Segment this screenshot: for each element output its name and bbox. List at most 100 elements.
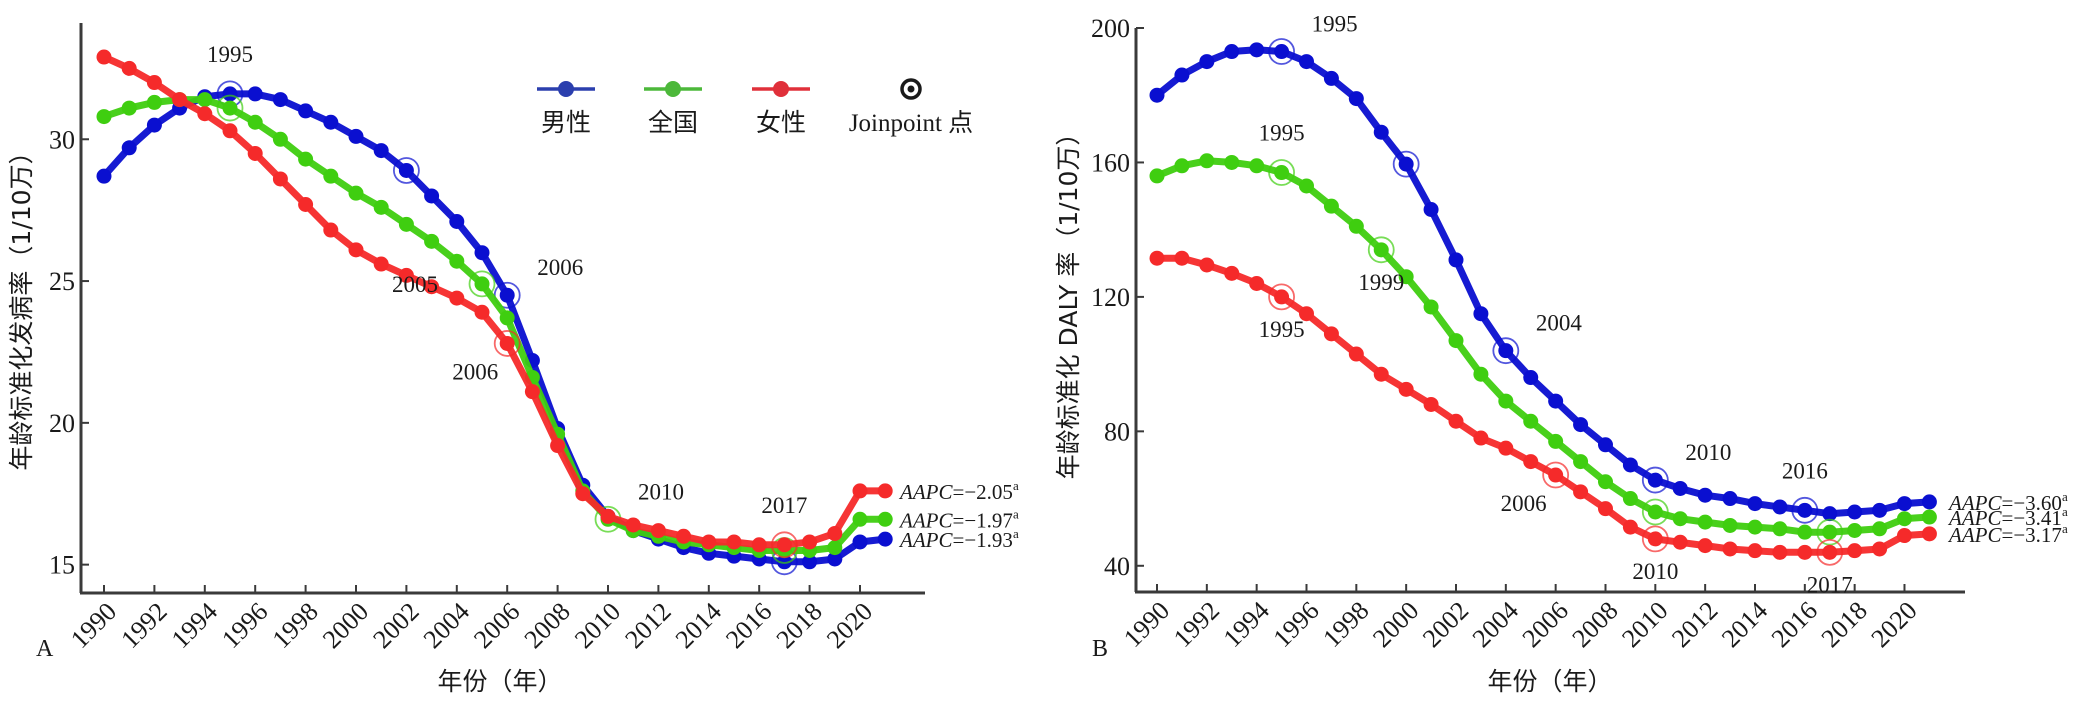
data-point-national	[1622, 491, 1638, 507]
data-point-male	[1199, 54, 1215, 70]
data-point-female	[1822, 544, 1838, 560]
x-tick-label: 2010	[1616, 596, 1673, 653]
legend-item-male: 男性	[537, 81, 595, 137]
joinpoint-ring-national	[1268, 159, 1295, 186]
x-tick-label: 2012	[1666, 596, 1723, 653]
joinpoint-year-label: 1999	[1358, 270, 1404, 295]
data-point-male	[1473, 306, 1489, 322]
data-point-male	[1921, 494, 1937, 510]
joinpoint-ring-national	[468, 270, 496, 298]
joinpoint-ring-female	[1641, 525, 1669, 553]
x-tick-label: 1990	[1118, 596, 1175, 653]
data-point-national	[449, 253, 465, 269]
joinpoint-year-label: 2010	[1685, 440, 1731, 465]
aapc-prefix: AAPC	[1947, 523, 2002, 547]
data-point-female	[1274, 289, 1290, 305]
data-point-female	[1697, 538, 1713, 554]
joinpoint-ring-national	[216, 94, 244, 122]
y-tick-label: 25	[49, 267, 75, 296]
y-tick-label: 20	[49, 409, 75, 438]
data-point-national	[499, 310, 515, 326]
x-tick-label: 2000	[317, 597, 374, 654]
y-tick-label: 30	[49, 125, 75, 154]
data-point-national	[1348, 218, 1364, 234]
data-point-male	[272, 92, 288, 108]
data-point-male	[1274, 44, 1290, 60]
joinpoint-year-label: 2005	[392, 272, 438, 297]
data-point-female	[474, 304, 490, 320]
data-point-male	[348, 128, 364, 144]
data-point-national	[1498, 393, 1514, 409]
joinpoint-year-label: 1995	[1259, 121, 1305, 146]
panel-b-annotations: 1995 1995 1995 1999 2004 2006 2010 2010 2016 2017	[1259, 12, 1853, 598]
data-point-female	[1622, 519, 1638, 535]
data-point-national	[1548, 433, 1564, 449]
data-point-female	[575, 486, 591, 502]
data-point-national	[1199, 153, 1215, 169]
x-tick-label: 1996	[1267, 596, 1324, 653]
joinpoint-ring-female	[771, 531, 798, 559]
panel-b-x-axis-title: 年份（年）	[1487, 667, 1612, 696]
joinpoint-year-label: 2016	[1782, 458, 1828, 483]
x-tick-label: 1994	[1218, 596, 1275, 653]
aapc-label-male: AAPC=−1.93a	[898, 526, 1019, 552]
data-point-female	[877, 483, 893, 499]
data-point-national	[1847, 522, 1863, 538]
data-point-female	[348, 242, 364, 258]
panel-b-x-ticks: 1990199219941996199820002002200420062008…	[1118, 584, 1923, 653]
data-point-national	[1274, 165, 1290, 181]
aapc-label-female: AAPC=−3.17a	[1947, 521, 2068, 547]
data-point-female	[272, 171, 288, 187]
aapc-prefix: AAPC	[898, 480, 953, 504]
data-point-male	[474, 245, 490, 261]
data-point-national	[852, 511, 868, 527]
data-point-female	[1672, 534, 1688, 550]
data-point-female	[1896, 528, 1912, 544]
aapc-value: =−1.93	[953, 528, 1013, 552]
data-point-female	[726, 534, 742, 550]
data-point-male	[852, 534, 868, 550]
data-point-male	[1323, 70, 1339, 86]
data-point-national	[1423, 299, 1439, 315]
data-point-male	[1872, 502, 1888, 518]
data-point-female	[96, 49, 112, 65]
joinpoint-year-label: 1995	[1259, 317, 1305, 342]
joinpoint-ring-male	[1641, 466, 1669, 494]
aapc-prefix: AAPC	[898, 528, 953, 552]
data-point-national	[1747, 519, 1763, 535]
data-point-female	[751, 537, 767, 553]
x-tick-label: 1992	[1168, 596, 1225, 653]
data-point-national	[877, 511, 893, 527]
joinpoint-ring-male	[1791, 496, 1819, 524]
bullseye-icon-center	[907, 85, 915, 93]
data-point-male	[424, 188, 440, 204]
y-tick-label: 80	[1104, 417, 1130, 446]
data-point-national	[1697, 514, 1713, 530]
data-point-male	[1672, 480, 1688, 496]
legend-marker-female	[773, 81, 789, 97]
data-point-female	[1473, 430, 1489, 446]
data-point-female	[424, 279, 440, 295]
x-tick-label: 1990	[65, 597, 122, 654]
y-tick-label: 40	[1104, 552, 1130, 581]
joinpoint-year-label: 2010	[638, 479, 684, 504]
data-point-national	[474, 276, 490, 292]
data-point-national	[398, 216, 414, 232]
data-point-male	[1722, 491, 1738, 507]
data-point-male	[1548, 393, 1564, 409]
data-point-female	[1921, 526, 1937, 542]
data-point-male	[247, 86, 263, 102]
y-tick-label: 200	[1091, 14, 1130, 43]
data-point-female	[1722, 541, 1738, 557]
legend-marker-national	[665, 81, 681, 97]
data-point-female	[1872, 541, 1888, 557]
x-tick-label: 2006	[468, 597, 525, 654]
data-point-female	[197, 106, 213, 122]
data-point-national	[197, 92, 213, 108]
joinpoint-ring-female	[1542, 461, 1570, 489]
x-tick-label: 2006	[1517, 596, 1574, 653]
aapc-value: =−3.60	[2002, 491, 2062, 515]
data-point-male	[1174, 67, 1190, 83]
x-tick-label: 2010	[569, 597, 626, 654]
